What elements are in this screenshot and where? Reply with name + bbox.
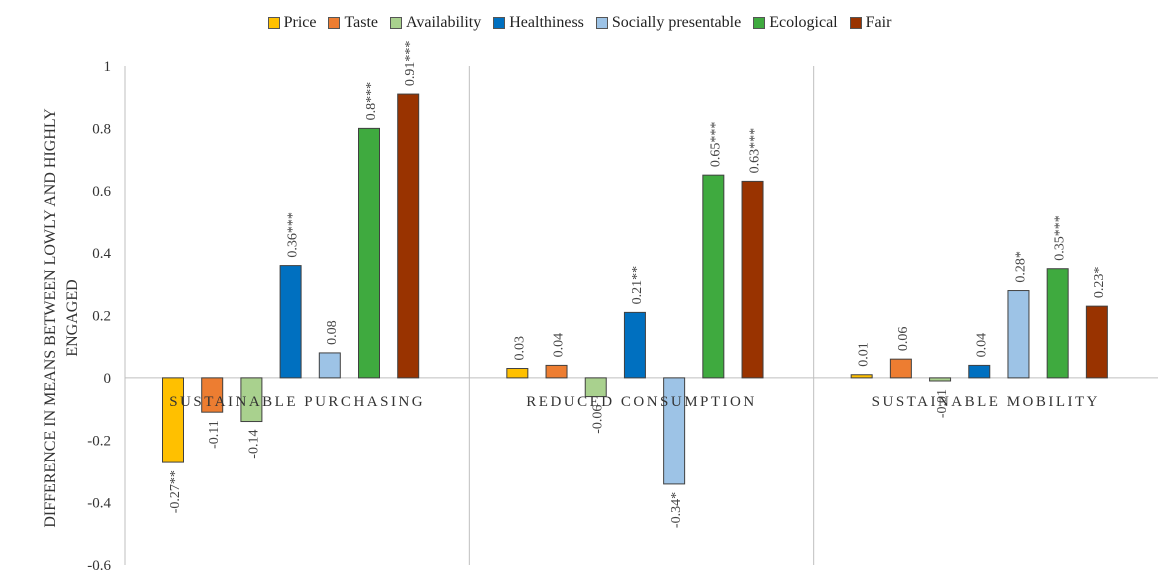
y-tick-label: -0.4	[87, 496, 111, 512]
data-label: 0.63***	[748, 128, 763, 174]
y-tick-label: 0	[104, 371, 112, 387]
data-label: 0.91***	[403, 41, 418, 87]
legend-label: Socially presentable	[611, 14, 742, 31]
data-label: -0.14	[246, 430, 261, 459]
data-label: -0.34*	[669, 492, 684, 528]
legend-item: Taste	[328, 14, 378, 32]
y-tick-label: -0.2	[87, 433, 111, 449]
bar	[279, 265, 302, 379]
bar	[506, 368, 529, 379]
data-label: 0.04	[552, 333, 567, 358]
y-tick-label: 0.4	[92, 246, 111, 262]
legend-label: Healthiness	[509, 14, 584, 31]
bar	[318, 352, 341, 379]
data-label: 0.03	[512, 336, 527, 361]
data-label: 0.8***	[364, 82, 379, 121]
data-label: 0.08	[325, 320, 340, 345]
y-tick-label: 1	[104, 59, 112, 75]
legend-swatch	[267, 17, 280, 29]
data-label: 0.65***	[708, 122, 723, 168]
data-label: 0.35***	[1053, 215, 1068, 261]
y-axis-label: DIFFERENCE IN MEANS BETWEEN LOWLY AND HI…	[42, 108, 81, 528]
legend-label: Price	[283, 14, 317, 31]
data-label: -0.27**	[168, 470, 183, 513]
data-label: 0.21**	[630, 266, 645, 305]
bar	[1085, 305, 1108, 379]
legend-swatch	[328, 17, 341, 29]
bar	[623, 311, 646, 379]
legend-item: Fair	[849, 14, 892, 32]
legend-item: Ecological	[753, 14, 838, 32]
legend-swatch	[390, 17, 402, 29]
data-label: -0.01	[935, 389, 950, 418]
legend-label: Fair	[865, 14, 892, 31]
bar	[584, 377, 607, 398]
category-label: SUSTAINABLE PURCHASING	[169, 394, 425, 410]
data-label: 0.01	[857, 342, 872, 367]
legend-item: Socially presentable	[595, 14, 742, 32]
y-tick-label: 0.2	[92, 309, 111, 325]
category-label: REDUCED CONSUMPTION	[526, 394, 756, 410]
data-label: 0.04	[974, 333, 989, 358]
y-tick-label: 0.6	[92, 184, 111, 200]
bar	[1007, 290, 1030, 379]
legend-item: Price	[267, 14, 317, 32]
bar	[201, 377, 224, 413]
bar	[850, 374, 873, 379]
legend-swatch	[753, 17, 766, 29]
legend-item: Healthiness	[493, 14, 584, 32]
bar	[240, 377, 263, 423]
legend-label: Ecological	[769, 14, 838, 31]
legend-item: Availability	[390, 14, 481, 32]
legend-label: Taste	[344, 14, 378, 31]
chart-legend: Price Taste Availability Healthiness Sociall…	[0, 14, 1171, 32]
bar	[968, 364, 991, 379]
bar	[929, 377, 952, 382]
legend-swatch	[849, 17, 862, 29]
data-label: 0.28*	[1013, 251, 1028, 283]
y-tick-label: -0.6	[87, 558, 111, 571]
bar	[1046, 268, 1069, 379]
data-label: 0.36***	[286, 212, 301, 258]
bar	[162, 377, 184, 463]
data-label: -0.06	[591, 405, 606, 434]
data-label: -0.11	[207, 420, 222, 449]
bar	[545, 364, 568, 379]
y-tick-label: 0.8	[92, 121, 111, 137]
legend-label: Availability	[406, 14, 482, 31]
bar	[702, 174, 725, 379]
bar	[358, 127, 380, 379]
category-label: SUSTAINABLE MOBILITY	[872, 394, 1100, 410]
data-label: 0.06	[896, 327, 911, 352]
bar	[663, 377, 686, 485]
legend-swatch	[595, 17, 608, 29]
bar	[889, 358, 912, 379]
bar	[397, 93, 420, 379]
legend-swatch	[493, 17, 506, 29]
data-label: 0.23*	[1092, 267, 1107, 299]
bar	[741, 180, 764, 379]
